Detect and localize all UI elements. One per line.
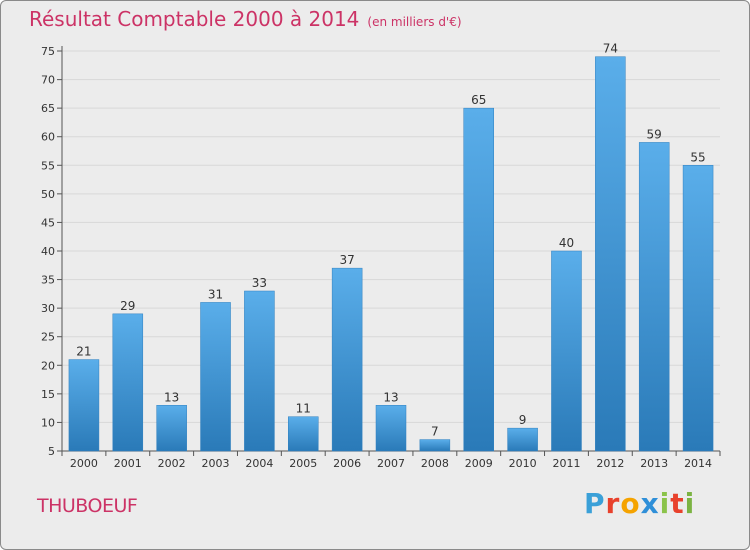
title-text: Résultat Comptable 2000 à 2014 — [29, 7, 360, 31]
x-tick-label: 2013 — [640, 457, 668, 470]
data-label: 21 — [76, 345, 91, 359]
x-tick-label: 2005 — [289, 457, 317, 470]
x-tick-label: 2012 — [596, 457, 624, 470]
proxiti-logo: Proxiti — [584, 487, 695, 520]
bar — [375, 405, 407, 452]
chart-subtitle: (en milliers d'€) — [367, 15, 462, 29]
commune-name: THUBOEUF — [37, 495, 138, 517]
y-tick-label: 25 — [41, 331, 55, 344]
x-tick-label: 2014 — [684, 457, 712, 470]
bars — [68, 56, 714, 452]
data-label: 37 — [339, 253, 354, 267]
y-tick-label: 20 — [41, 359, 55, 372]
data-label: 9 — [519, 413, 527, 427]
logo-letter: t — [670, 487, 685, 520]
data-label: 40 — [559, 236, 574, 250]
y-tick-label: 10 — [41, 416, 55, 429]
bar — [68, 359, 100, 452]
x-tick-label: 2010 — [509, 457, 537, 470]
bar — [638, 142, 670, 452]
x-tick-label: 2009 — [465, 457, 493, 470]
y-tick-label: 5 — [48, 445, 55, 458]
y-tick-label: 15 — [41, 388, 55, 401]
logo-letter: o — [620, 487, 641, 520]
data-label: 33 — [252, 276, 267, 290]
bar — [551, 250, 582, 452]
data-label: 74 — [603, 42, 618, 56]
y-tick-label: 55 — [41, 159, 55, 172]
y-tick-label: 35 — [41, 274, 55, 287]
data-label: 65 — [471, 93, 486, 107]
bar — [419, 439, 451, 452]
bar — [200, 302, 231, 452]
bar — [156, 405, 187, 452]
logo-letter: r — [605, 487, 621, 520]
x-tick-label: 2011 — [552, 457, 580, 470]
y-tick-label: 45 — [41, 216, 55, 229]
data-label: 31 — [208, 287, 223, 301]
bar — [463, 107, 494, 452]
bar — [112, 313, 144, 452]
data-label: 13 — [383, 390, 398, 404]
y-tick-label: 60 — [41, 131, 55, 144]
bar — [682, 165, 714, 452]
x-tick-label: 2008 — [421, 457, 449, 470]
logo-letter: i — [659, 487, 671, 520]
bar — [244, 290, 275, 452]
y-tick-label: 75 — [41, 45, 55, 58]
bar — [288, 416, 319, 452]
chart-title: Résultat Comptable 2000 à 2014 (en millie… — [29, 7, 462, 31]
data-label: 7 — [431, 425, 439, 439]
logo-letter: x — [640, 487, 660, 520]
bar — [507, 427, 538, 452]
data-label: 13 — [164, 390, 179, 404]
bar — [595, 56, 626, 452]
data-label: 55 — [690, 150, 705, 164]
x-tick-label: 2004 — [245, 457, 273, 470]
logo-letter: P — [584, 487, 606, 520]
data-label: 29 — [120, 299, 135, 313]
x-tick-label: 2003 — [202, 457, 230, 470]
data-label: 11 — [296, 402, 311, 416]
y-tick-label: 65 — [41, 102, 55, 115]
x-tick-label: 2001 — [114, 457, 142, 470]
y-tick-label: 40 — [41, 245, 55, 258]
y-tick-label: 70 — [41, 74, 55, 87]
labels: 21 29 13 31 33 11 37 13 7 65 9 40 74 59 55 — [76, 42, 705, 439]
bar — [331, 267, 363, 452]
x-tick-label: 2006 — [333, 457, 361, 470]
y-tick-label: 30 — [41, 302, 55, 315]
x-tick-label: 2002 — [158, 457, 186, 470]
data-label: 59 — [647, 127, 662, 141]
x-tick-label: 2000 — [70, 457, 98, 470]
x-tick-label: 2007 — [377, 457, 405, 470]
logo-letter: i — [684, 487, 696, 520]
y-tick-label: 50 — [41, 188, 55, 201]
